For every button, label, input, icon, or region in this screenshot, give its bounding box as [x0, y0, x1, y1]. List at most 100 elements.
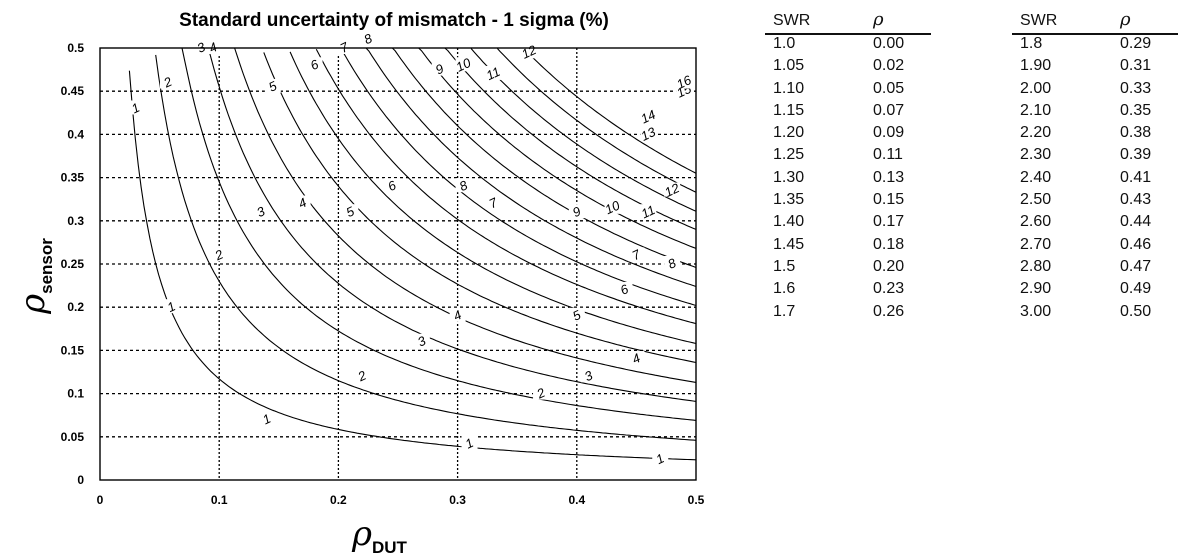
x-tick-label: 0 [97, 493, 104, 507]
contour-label: 16 [674, 72, 694, 92]
contour-label-bg [205, 40, 222, 54]
contour-label: 10 [454, 55, 474, 75]
contour-label-bg [211, 247, 228, 262]
rho-cell: 0.09 [873, 124, 905, 142]
rho-cell: 0.50 [1120, 302, 1152, 320]
contour-label-bg [676, 74, 693, 89]
contour-label-bg [413, 333, 430, 348]
y-tick-labels: 0 0.05 0.1 0.15 0.2 0.25 0.3 0.35 0.4 0.45 0.5 [61, 41, 85, 487]
contour-label: 11 [484, 64, 503, 83]
table-row: 2.10 0.35 [1012, 102, 1178, 124]
contour-label: 10 [603, 197, 623, 217]
contour-label-bg [652, 451, 669, 466]
y-axis-label: ρsensor [13, 238, 56, 315]
x-tick-label: 0.2 [330, 493, 347, 507]
contour-label-bg [533, 385, 550, 400]
rho-cell: 0.41 [1120, 168, 1152, 186]
table-row: 1.05 0.02 [765, 57, 931, 79]
table-row: 1.0 0.00 [765, 34, 931, 57]
table-row: 1.45 0.18 [765, 236, 931, 258]
rho-cell: 0.13 [873, 168, 905, 186]
rho-cell: 0.02 [873, 57, 905, 75]
contour-curve-5 [234, 47, 697, 383]
y-tick-label: 0.05 [61, 430, 85, 444]
swr-cell: 1.6 [773, 280, 796, 298]
contour-curves [128, 47, 697, 461]
contour-label-bg [604, 199, 621, 214]
x-axis-label: ρDUT [351, 514, 408, 557]
contour-label-bg [616, 281, 633, 296]
table-row: 2.70 0.46 [1012, 236, 1178, 258]
y-tick-label: 0 [77, 473, 84, 487]
contour-label-bg [580, 368, 597, 383]
table-row: 2.90 0.49 [1012, 280, 1178, 302]
table-row: 2.60 0.44 [1012, 213, 1178, 235]
contour-label-bg [431, 61, 448, 76]
table-row: 1.10 0.05 [765, 80, 931, 102]
rho-cell: 0.31 [1120, 57, 1152, 75]
contour-label: 11 [639, 202, 658, 221]
contour-label-bg [640, 109, 657, 124]
y-tick-label: 0.3 [67, 214, 84, 228]
swr-cell: 2.70 [1020, 235, 1052, 253]
table-row: 1.25 0.11 [765, 146, 931, 168]
y-tick-label: 0.35 [61, 171, 85, 185]
contour-curve-7 [289, 51, 697, 345]
contour-curve-3 [181, 47, 697, 421]
contour-curve-10 [365, 47, 697, 288]
swr-cell: 2.60 [1020, 213, 1052, 231]
swr-cell: 2.90 [1020, 280, 1052, 298]
swr-cell: 1.45 [773, 235, 805, 253]
table-row: 2.30 0.39 [1012, 146, 1178, 168]
x-tick-label: 0.1 [211, 493, 228, 507]
contour-label-bg [461, 435, 478, 450]
y-tick-label: 0.25 [61, 257, 85, 271]
table-row: 1.7 0.26 [765, 303, 931, 325]
contour-label-bg [628, 247, 645, 262]
x-tick-label: 0.3 [449, 493, 466, 507]
swr-cell: 2.50 [1020, 191, 1052, 209]
mismatch-uncertainty-chart: Standard uncertainty of mismatch - 1 sig… [13, 10, 705, 557]
swr-cell: 1.8 [1020, 35, 1043, 52]
table-row: 2.80 0.47 [1012, 258, 1178, 280]
table-row: 1.35 0.15 [765, 191, 931, 213]
contour-label-bg [640, 126, 657, 141]
contour-curve-15 [496, 48, 697, 193]
contour-curve-6 [263, 52, 697, 364]
swr-cell: 1.35 [773, 191, 805, 209]
swr-table-left: SWR ρ 1.0 0.00 1.05 0.02 1.10 0.05 1.15 0.07 1.2… [765, 11, 931, 325]
y-tick-label: 0.2 [67, 300, 84, 314]
rho-cell: 0.07 [873, 101, 905, 119]
swr-cell: 1.15 [773, 101, 805, 119]
column-header-swr: SWR [765, 12, 873, 35]
contour-curve-8 [315, 48, 697, 325]
contour-label-bg [664, 182, 681, 197]
rho-cell: 0.17 [873, 213, 905, 231]
rho-cell: 0.23 [873, 280, 905, 298]
column-header-rho: ρ [1120, 11, 1178, 35]
rho-cell: 0.43 [1120, 191, 1152, 209]
table-row: 1.30 0.13 [765, 169, 931, 191]
swr-cell: 1.40 [773, 213, 805, 231]
contour-label-bg [455, 178, 472, 193]
x-tick-label: 0.5 [688, 493, 705, 507]
contour-label-bg [628, 351, 645, 366]
y-tick-label: 0.1 [67, 387, 84, 401]
contour-label-bg [252, 204, 269, 219]
contour-curve-12 [418, 47, 697, 249]
table-row: 2.00 0.33 [1012, 80, 1178, 102]
rho-cell: 0.05 [873, 79, 905, 97]
contour-label-bg [336, 40, 353, 54]
swr-cell: 1.0 [773, 35, 796, 52]
y-tick-label: 0.4 [67, 127, 84, 141]
y-tick-label: 0.45 [61, 84, 85, 98]
table-row: 2.50 0.43 [1012, 191, 1178, 213]
rho-cell: 0.18 [873, 235, 905, 253]
table-row: 1.90 0.31 [1012, 57, 1178, 79]
contour-curve-13 [444, 47, 697, 230]
swr-cell: 2.30 [1020, 146, 1052, 164]
y-tick-label: 0.5 [67, 41, 84, 55]
contour-curve-4 [207, 47, 697, 402]
rho-cell: 0.35 [1120, 101, 1152, 119]
contour-label: 12 [519, 42, 539, 62]
